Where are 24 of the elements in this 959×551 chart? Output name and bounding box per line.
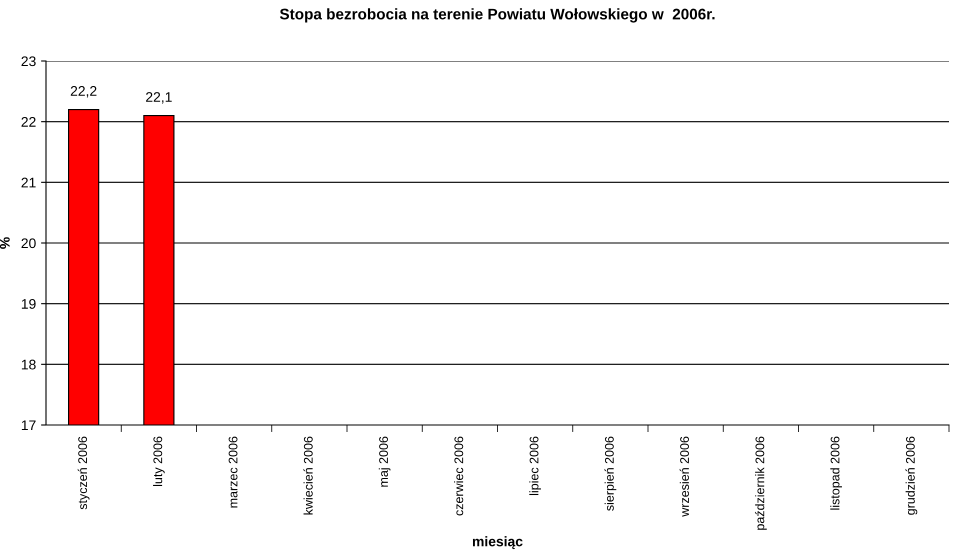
x-tick-label: maj 2006	[378, 436, 390, 487]
x-tick-label: styczeń 2006	[78, 436, 90, 510]
y-axis-title: %	[0, 237, 10, 249]
x-tick-label: listopad 2006	[830, 436, 842, 510]
x-tick-label: sierpień 2006	[604, 436, 616, 511]
x-tick-label: kwiecień 2006	[303, 436, 313, 514]
x-tick-label: czerwiec 2006	[454, 436, 464, 516]
x-tick-label: marzec 2006	[228, 436, 238, 508]
x-tick-label: lipiec 2006	[529, 436, 541, 496]
y-tick-label: 22	[22, 117, 36, 127]
x-tick-label: luty 2006	[153, 436, 165, 486]
y-tick-label: 19	[22, 299, 36, 309]
x-tick-label: październik 2006	[754, 436, 767, 530]
x-tick-label: grudzień 2006	[905, 436, 918, 515]
x-tick-label: wrzesień 2006	[680, 436, 689, 517]
y-tick-label: 17	[22, 420, 36, 430]
chart-title: Stopa bezrobocia na terenie Powiatu Wołowskiego w 2006r.	[280, 8, 715, 23]
y-tick-label: 18	[22, 360, 36, 370]
data-label: 22,2	[70, 86, 96, 98]
x-axis-title: miesiąc	[472, 536, 523, 550]
y-tick-label: 21	[22, 178, 36, 188]
data-label: 22,1	[146, 92, 172, 104]
y-tick-label: 23	[22, 56, 36, 66]
y-tick-label: 20	[22, 238, 36, 248]
